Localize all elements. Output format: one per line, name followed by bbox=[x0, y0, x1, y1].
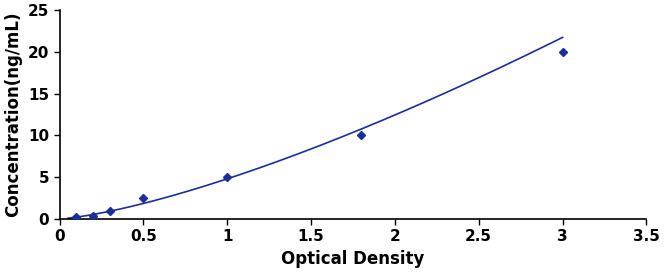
Y-axis label: Concentration(ng/mL): Concentration(ng/mL) bbox=[4, 12, 22, 217]
X-axis label: Optical Density: Optical Density bbox=[282, 250, 425, 268]
